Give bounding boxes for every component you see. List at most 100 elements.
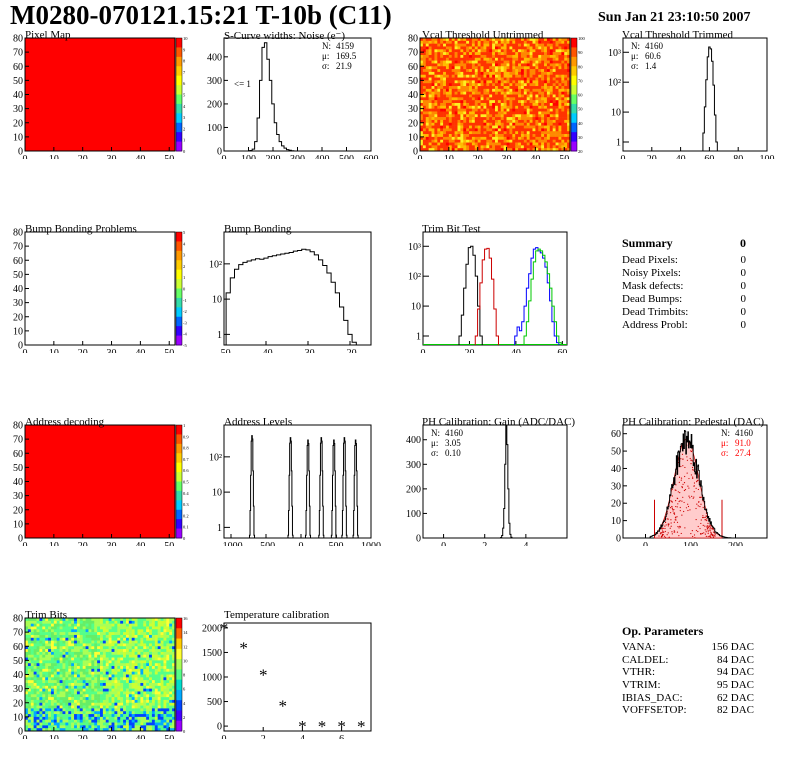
heatmap-cell xyxy=(443,148,447,152)
heatmap-cell xyxy=(114,623,118,627)
heatmap-cell xyxy=(428,102,432,107)
heatmap-cell xyxy=(564,102,568,107)
heatmap-cell xyxy=(94,691,98,695)
heatmap-cell xyxy=(128,691,133,695)
heatmap-cell xyxy=(520,128,525,132)
heatmap-cell xyxy=(564,136,568,140)
heatmap-cell xyxy=(474,136,478,140)
heatmap-cell xyxy=(454,40,458,44)
heatmap-cell xyxy=(535,57,539,61)
heatmap-cell xyxy=(62,688,66,692)
heatmap-cell xyxy=(506,148,510,152)
fit-dot xyxy=(666,518,668,520)
heatmap-cell xyxy=(172,680,176,684)
heatmap-cell xyxy=(555,46,559,50)
heatmap-cell xyxy=(422,74,427,78)
heatmap-cell xyxy=(428,40,432,44)
heatmap-cell xyxy=(497,134,502,138)
heatmap-cell xyxy=(151,722,156,726)
heatmap-cell xyxy=(131,725,135,729)
heatmap-cell xyxy=(62,663,66,667)
heatmap-cell xyxy=(431,102,435,107)
heatmap-cell xyxy=(428,122,432,126)
heatmap-cell xyxy=(85,702,89,706)
heatmap-cell xyxy=(134,623,138,627)
plot-frame xyxy=(422,231,568,346)
heatmap-cell xyxy=(552,136,556,140)
heatmap-cell xyxy=(62,649,66,653)
heatmap-cell xyxy=(503,100,507,104)
heatmap-cell xyxy=(120,688,124,692)
heatmap-cell xyxy=(114,716,118,720)
heatmap-cell xyxy=(94,646,98,650)
heatmap-cell xyxy=(546,54,551,59)
heatmap-cell xyxy=(131,649,135,653)
heatmap-cell xyxy=(146,674,150,678)
y-tick-label: 1 xyxy=(217,330,222,341)
heatmap-cell xyxy=(48,691,52,695)
level-peak xyxy=(248,435,256,538)
heatmap-cell xyxy=(65,643,69,647)
heatmap-cell xyxy=(506,40,510,44)
heatmap-cell xyxy=(448,100,453,104)
heatmap-cell xyxy=(497,74,502,78)
heatmap-cell xyxy=(506,108,510,112)
heatmap-cell xyxy=(172,660,176,664)
heatmap-cell xyxy=(506,86,510,90)
heatmap-cell xyxy=(25,722,29,726)
heatmap-cell xyxy=(541,119,545,124)
heatmap-cell xyxy=(474,43,478,47)
heatmap-cell xyxy=(100,728,104,732)
heatmap-cell xyxy=(65,640,69,644)
heatmap-cell xyxy=(561,69,565,73)
heatmap-cell xyxy=(120,728,124,732)
heatmap-cell xyxy=(523,94,528,98)
heatmap-cell xyxy=(91,674,95,678)
heatmap-cell xyxy=(564,108,568,112)
heatmap-cell xyxy=(102,660,107,664)
heatmap-cell xyxy=(151,719,156,723)
heatmap-cell xyxy=(45,680,49,684)
heatmap-cell xyxy=(489,86,493,90)
heatmap-cell xyxy=(506,60,510,64)
heatmap-cell xyxy=(523,71,528,76)
heatmap-cell xyxy=(88,668,92,672)
heatmap-cell xyxy=(166,682,170,687)
heatmap-cell xyxy=(420,80,424,84)
heatmap-cell xyxy=(512,38,516,42)
stat-label: σ: xyxy=(322,61,329,71)
heatmap-cell xyxy=(544,69,548,73)
x-tick-label: 30 xyxy=(107,541,117,546)
heatmap-cell xyxy=(512,148,516,152)
heatmap-cell xyxy=(503,111,507,115)
heatmap-cell xyxy=(434,102,438,107)
heatmap-cell xyxy=(509,97,513,101)
heatmap-cell xyxy=(111,643,115,647)
heatmap-cell xyxy=(102,719,107,723)
heatmap-cell xyxy=(474,54,478,59)
heatmap-cell xyxy=(523,114,528,118)
heatmap-cell xyxy=(105,697,109,701)
palette-tick-label: 8 xyxy=(183,59,186,64)
heatmap-cell xyxy=(143,716,147,720)
vcal-untrimmed-chart: 0102030405001020304050607080100908070605… xyxy=(408,34,586,166)
heatmap-cell xyxy=(564,91,568,95)
heatmap-cell xyxy=(454,54,458,59)
heatmap-cell xyxy=(564,148,568,152)
heatmap-cell xyxy=(131,719,135,723)
heatmap-cell xyxy=(108,705,112,709)
heatmap-cell xyxy=(535,134,539,138)
stat-label: μ: xyxy=(431,438,438,448)
heatmap-cell xyxy=(463,105,467,109)
heatmap-cell xyxy=(160,646,164,650)
heatmap-cell xyxy=(166,680,170,684)
heatmap-cell xyxy=(65,654,69,658)
heatmap-cell xyxy=(443,60,447,64)
trim-bit-test-title: Trim Bit Test xyxy=(422,223,481,235)
heatmap-cell xyxy=(466,142,470,146)
heatmap-cell xyxy=(105,719,109,723)
heatmap-cell xyxy=(163,666,167,670)
vcal-untrimmed-panel: Vcal Threshold Untrimmed 010203040500102… xyxy=(395,29,595,166)
heatmap-cell xyxy=(59,711,63,715)
heatmap-cell xyxy=(555,57,559,61)
